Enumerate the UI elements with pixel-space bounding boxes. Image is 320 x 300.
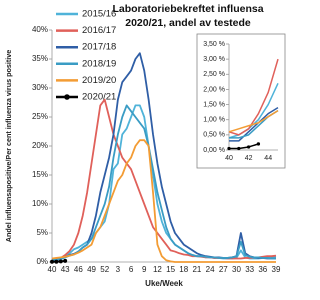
y-tick-label: 0,00 % [203,147,225,154]
y-tick-label: 3,00 % [203,56,225,63]
x-tick-label: 18 [179,265,188,274]
x-tick-label: 49 [87,265,96,274]
series-line [52,52,276,262]
x-tick-label: 21 [192,265,201,274]
series-line [228,109,279,133]
series-marker [54,259,59,264]
y-tick-label: 0% [36,257,48,266]
y-tick-label: 5% [36,228,48,237]
y-tick-label: 20% [32,141,48,150]
y-tick-label: 0,50 % [203,132,225,139]
y-tick-label: 3,50 % [203,41,225,48]
series-marker [58,259,63,264]
chart: 0%5%10%15%20%25%30%35%40%40 43 46 49 52 3 6 9 12… [4,9,286,288]
legend-label: 2017/18 [82,42,116,53]
x-tick-label: 24 [206,265,215,274]
x-tick-label: 27 [219,265,228,274]
series-line [229,106,279,142]
page: 0% 5% 10% 15% 20% 25% 30% 35% 40% 40 43 46 49 52 3 6 9 12… [4,3,286,288]
chart-title: Laboratoriebekreftet influensa 2020/21, … [112,3,264,29]
x-tick-label: 42 [245,155,253,162]
y-tick-label: 35% [32,54,48,63]
y-tick-label: 2,50 % [203,71,225,78]
x-tick-label: 52 [100,265,109,274]
legend-label: 2018/19 [82,58,116,69]
series-line [52,104,276,261]
x-tick-label: 40 [48,265,57,274]
x-tick-label: 9 [142,265,147,274]
y-tick-label: 1,50 % [203,101,225,108]
legend-label: 2020/21 [82,92,116,103]
series-line [229,143,259,150]
series-marker [246,145,251,149]
x-tick-label: 33 [245,265,254,274]
x-tick-label: 43 [61,265,70,274]
x-tick-label: 12 [153,265,162,274]
y-tick-label: 40% [32,25,48,34]
series-line [52,259,66,263]
y-tick-label: 10% [32,199,48,208]
x-tick-label: 44 [264,155,272,162]
x-tick-label: 6 [129,265,134,274]
series-marker [256,142,261,146]
series-line [51,98,277,260]
legend-label: 2015/16 [82,9,116,20]
x-tick-label: 30 [232,265,241,274]
series-marker [227,146,231,151]
legend-marker [64,94,70,100]
series-marker [237,146,241,151]
series-marker [50,259,54,264]
series-line [228,58,279,136]
y-tick-label: 30% [32,83,48,92]
legend-label: 2016/17 [82,25,116,36]
x-tick-label: 46 [74,265,83,274]
y-tick-label: 2,00 % [203,86,225,93]
x-tick-label: 39 [272,265,281,274]
x-tick-label: 40 [225,155,233,162]
y-tick-label: 15% [32,170,48,179]
y-tick-label: 25% [32,112,48,121]
y-tick-label: 1,00 % [203,117,225,124]
x-tick-label: 15 [166,265,175,274]
series-marker [63,258,68,263]
y-axis-label: Andel influensapositive/Per cent influen… [4,50,13,243]
x-axis-label: Uke/Week [145,279,183,288]
legend-label: 2019/20 [82,75,116,86]
x-tick-label: 3 [116,265,121,274]
series-line [51,139,276,263]
x-tick-label: 36 [258,265,267,274]
